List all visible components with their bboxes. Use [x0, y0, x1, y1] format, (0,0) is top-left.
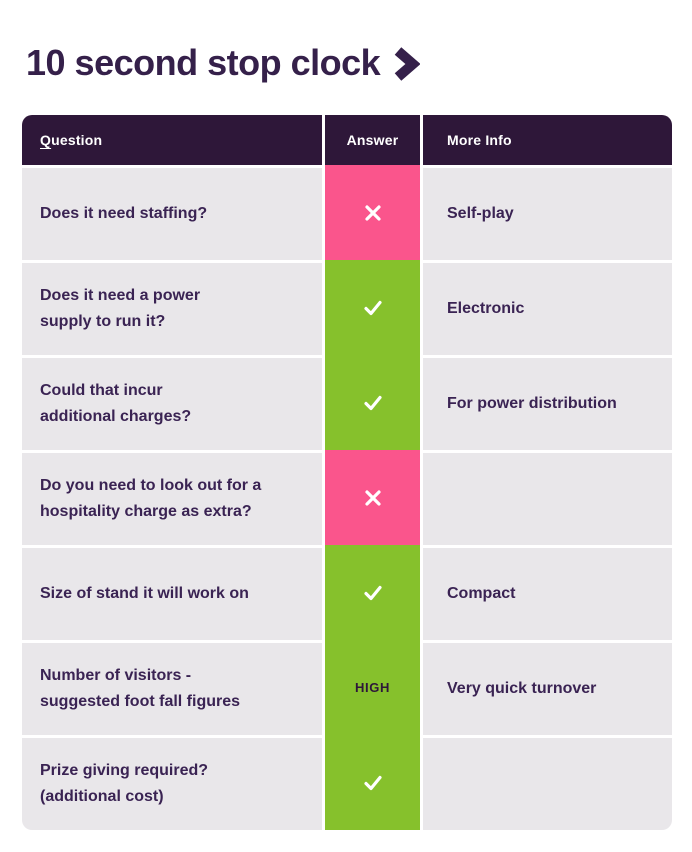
table-row: Prize giving required? (additional cost)	[22, 735, 672, 830]
answer-cell	[325, 165, 420, 260]
question-text: Size of stand it will work on	[40, 585, 249, 603]
more-info-cell	[423, 450, 672, 545]
check-icon	[363, 395, 382, 410]
qa-table: Question Answer More Info Does it need s…	[22, 115, 672, 830]
chevron-right-icon	[392, 46, 421, 82]
cross-icon	[364, 489, 381, 506]
more-info-text: Electronic	[447, 300, 525, 317]
question-cell: Prize giving required? (additional cost)	[22, 735, 322, 830]
question-text: Prize giving required? (additional cost)	[40, 762, 209, 805]
table-row: Could that incur additional charges? For…	[22, 355, 672, 450]
table-row: Do you need to look out for a hospitalit…	[22, 450, 672, 545]
more-info-text: Self-play	[447, 205, 514, 222]
question-text: Could that incur additional charges?	[40, 382, 192, 425]
cross-icon	[364, 204, 381, 221]
question-text: Number of visitors - suggested foot fall…	[40, 667, 241, 710]
question-text: Do you need to look out for a hospitalit…	[40, 477, 262, 520]
question-cell: Does it need a power supply to run it?	[22, 260, 322, 355]
question-cell: Do you need to look out for a hospitalit…	[22, 450, 322, 545]
table-row: Does it need a power supply to run it? E…	[22, 260, 672, 355]
more-info-cell: For power distribution	[423, 355, 672, 450]
question-cell: Number of visitors - suggested foot fall…	[22, 640, 322, 735]
answer-cell	[325, 260, 420, 355]
column-header-question: Question	[22, 115, 322, 165]
table-row: Does it need staffing? Self-play	[22, 165, 672, 260]
table-row: Size of stand it will work on Compact	[22, 545, 672, 640]
answer-cell	[325, 355, 420, 450]
question-cell: Size of stand it will work on	[22, 545, 322, 640]
check-icon	[363, 585, 382, 600]
table-header-row: Question Answer More Info	[22, 115, 672, 165]
answer-cell	[325, 735, 420, 830]
more-info-text: Compact	[447, 585, 516, 602]
more-info-cell: Compact	[423, 545, 672, 640]
page-title: 10 second stop clock	[26, 42, 381, 83]
more-info-text: Very quick turnover	[447, 680, 597, 697]
question-cell: Does it need staffing?	[22, 165, 322, 260]
more-info-cell: Very quick turnover	[423, 640, 672, 735]
table-body: Does it need staffing? Self-play Does it…	[22, 165, 672, 830]
more-info-text: For power distribution	[447, 395, 617, 412]
table-row: Number of visitors - suggested foot fall…	[22, 640, 672, 735]
question-text: Does it need staffing?	[40, 205, 208, 223]
answer-label: HIGH	[355, 680, 390, 695]
answer-cell: HIGH	[325, 640, 420, 735]
column-header-more-info: More Info	[423, 115, 672, 165]
question-text: Does it need a power supply to run it?	[40, 287, 201, 330]
more-info-cell: Self-play	[423, 165, 672, 260]
more-info-cell	[423, 735, 672, 830]
answer-cell	[325, 545, 420, 640]
question-cell: Could that incur additional charges?	[22, 355, 322, 450]
more-info-cell: Electronic	[423, 260, 672, 355]
answer-cell	[325, 450, 420, 545]
title-row: 10 second stop clock	[0, 0, 692, 84]
check-icon	[363, 300, 382, 315]
check-icon	[363, 775, 382, 790]
column-header-answer: Answer	[325, 115, 420, 165]
